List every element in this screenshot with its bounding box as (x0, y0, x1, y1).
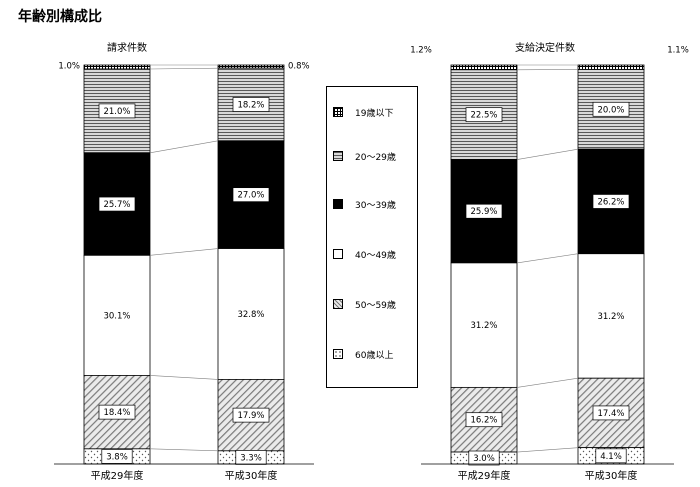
chart-title: 請求件数 (107, 41, 147, 54)
page-title: 年齢別構成比 (18, 9, 102, 25)
legend-item-a20: 20～29歳 (333, 149, 396, 163)
connector-line (516, 377, 579, 388)
data-label: 18.4% (103, 408, 130, 418)
chart-title: 支給決定件数 (515, 41, 575, 54)
bar-segment-u19 (577, 64, 645, 70)
data-label: 3.8% (106, 452, 128, 462)
data-label: 1.0% (58, 62, 80, 72)
legend: 19歳以下 20～29歳 30～39歳 40～49歳 50～59歳 60歳以上 (326, 86, 418, 388)
data-label: 20.0% (597, 105, 624, 115)
connector-line (149, 248, 219, 256)
data-label-box (465, 412, 503, 428)
data-label-box (232, 97, 270, 112)
data-label: 30.1% (103, 311, 130, 321)
legend-swatch-a20 (333, 151, 343, 161)
legend-swatch-u19 (333, 107, 343, 117)
data-label: 16.2% (470, 416, 497, 426)
category-label: 平成29年度 (458, 469, 511, 482)
data-label-box (98, 103, 136, 119)
category-label: 平成30年度 (585, 469, 638, 482)
data-label: 27.0% (237, 191, 264, 201)
legend-label: 19歳以下 (355, 108, 394, 119)
bar-segment-a40 (217, 248, 285, 380)
connector-line (516, 253, 579, 264)
data-label: 26.2% (597, 197, 624, 207)
connector-line (149, 140, 219, 154)
legend-item-o60: 60歳以上 (333, 347, 393, 361)
data-label: 25.7% (103, 200, 130, 210)
data-label: 32.8% (237, 310, 264, 320)
category-label: 平成29年度 (91, 469, 144, 482)
category-label: 平成30年度 (225, 469, 278, 482)
data-label-box (235, 450, 267, 465)
data-label: 18.2% (237, 101, 264, 111)
legend-swatch-a30 (333, 199, 343, 209)
data-label-box (101, 449, 133, 464)
legend-item-a40: 40～49歳 (333, 247, 396, 261)
data-label: 1.1% (667, 46, 689, 56)
bar-segment-u19 (450, 64, 518, 71)
bar-segment-u19 (217, 64, 285, 69)
data-label-box (232, 407, 270, 423)
legend-label: 50～59歳 (355, 300, 396, 311)
data-label: 31.2% (470, 321, 497, 331)
data-label: 17.4% (597, 409, 624, 419)
data-label: 0.8% (288, 62, 310, 72)
data-label: 3.0% (473, 454, 495, 464)
data-label-box (592, 194, 630, 209)
data-label: 31.2% (597, 312, 624, 322)
connector-line (516, 148, 579, 160)
bar-segment-u19 (83, 64, 151, 70)
legend-item-a30: 30～39歳 (333, 197, 396, 211)
data-label: 17.9% (237, 411, 264, 421)
legend-swatch-a50 (333, 299, 343, 309)
data-label: 22.5% (470, 111, 497, 121)
bar-segment-a40 (450, 262, 518, 388)
data-label-box (592, 405, 630, 421)
data-label: 1.2% (410, 46, 432, 56)
connector-line (516, 447, 579, 453)
connector-line (149, 448, 219, 452)
legend-label: 20～29歳 (355, 152, 396, 163)
data-label: 25.9% (470, 207, 497, 217)
data-label: 21.0% (103, 107, 130, 117)
legend-label: 40～49歳 (355, 250, 396, 261)
data-label-box (98, 196, 136, 212)
legend-item-u19: 19歳以下 (333, 105, 393, 119)
data-label: 4.1% (600, 452, 622, 462)
connector-line (149, 375, 219, 380)
data-label-box (595, 448, 627, 464)
legend-item-a50: 50～59歳 (333, 297, 396, 311)
data-label-box (465, 107, 503, 123)
data-label-box (232, 187, 270, 203)
legend-label: 60歳以上 (355, 350, 394, 361)
data-label-box (468, 450, 500, 466)
connector-line (149, 67, 219, 70)
data-label-box (592, 101, 630, 117)
bar-segment-a40 (83, 254, 151, 376)
bar-segment-a40 (577, 253, 645, 379)
legend-swatch-o60 (333, 349, 343, 359)
legend-label: 30～39歳 (355, 200, 396, 211)
data-label: 3.3% (240, 453, 262, 463)
legend-swatch-a40 (333, 249, 343, 259)
data-label-box (98, 404, 136, 420)
data-label-box (465, 203, 503, 219)
